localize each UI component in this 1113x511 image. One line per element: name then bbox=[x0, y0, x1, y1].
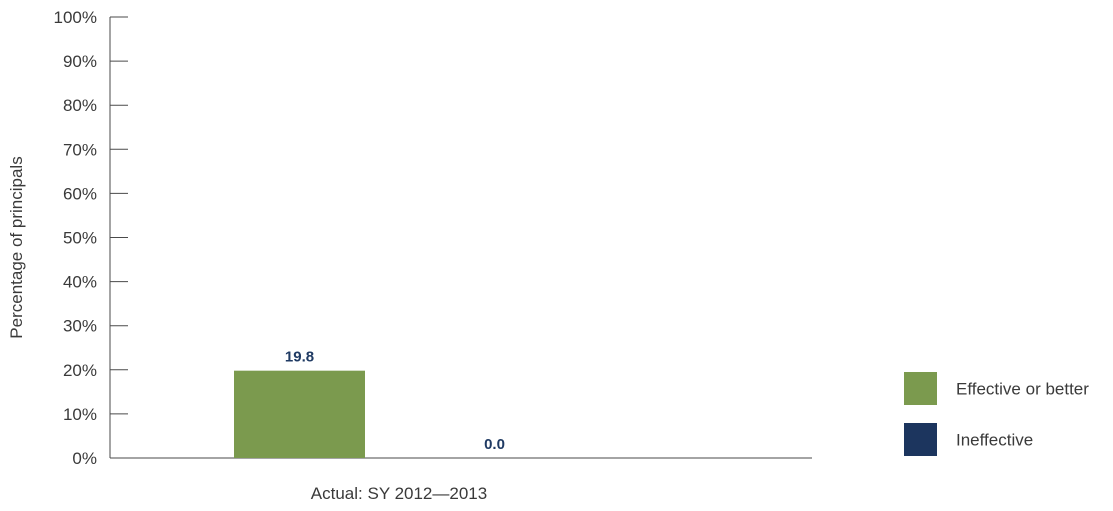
y-axis-title: Percentage of principals bbox=[7, 156, 26, 338]
legend-label: Effective or better bbox=[956, 380, 1089, 399]
y-tick-label: 60% bbox=[63, 184, 97, 203]
y-axis-ticks: 0% 10% 20% 30% 40% 50% 60% 70% 80% 90% 100% bbox=[54, 8, 128, 468]
y-tick-label: 70% bbox=[63, 140, 97, 159]
y-tick-label: 30% bbox=[63, 317, 97, 336]
legend-label: Ineffective bbox=[956, 431, 1033, 450]
legend-swatch bbox=[904, 423, 937, 456]
y-tick-label: 10% bbox=[63, 405, 97, 424]
x-category-label: Actual: SY 2012—2013 bbox=[311, 484, 487, 503]
y-tick-label: 80% bbox=[63, 96, 97, 115]
bars: 19.8 0.0 bbox=[234, 349, 505, 458]
bar-data-label: 19.8 bbox=[285, 349, 314, 366]
legend-swatch bbox=[904, 372, 937, 405]
y-tick-label: 90% bbox=[63, 52, 97, 71]
y-tick-label: 20% bbox=[63, 361, 97, 380]
bar-effective-or-better bbox=[234, 370, 365, 458]
legend: Effective or better Ineffective bbox=[904, 372, 1089, 456]
y-tick-label: 40% bbox=[63, 273, 97, 292]
y-tick-label: 50% bbox=[63, 229, 97, 248]
bar-data-label: 0.0 bbox=[484, 436, 505, 453]
y-tick-label: 0% bbox=[72, 449, 97, 468]
y-tick-label: 100% bbox=[54, 8, 97, 27]
